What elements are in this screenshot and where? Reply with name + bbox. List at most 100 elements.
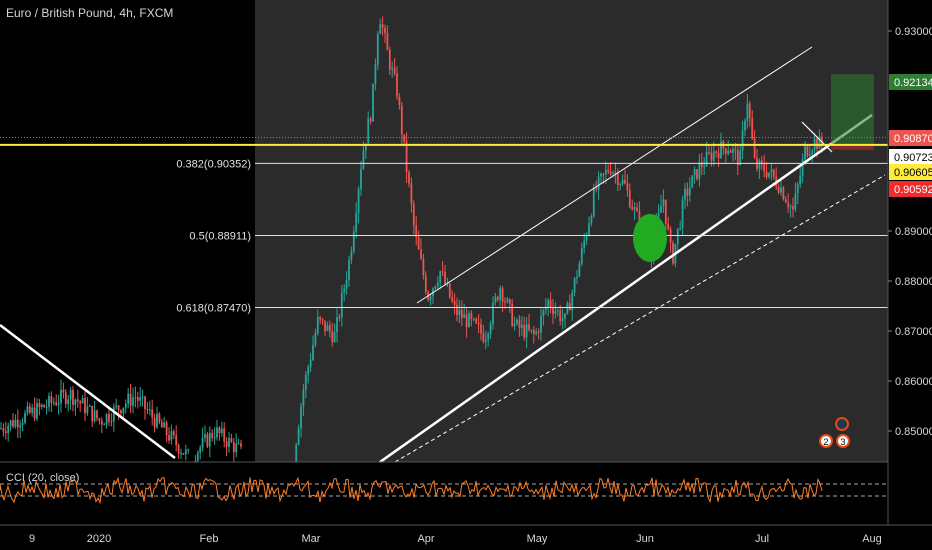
candle-body (484, 339, 487, 342)
candle-body (501, 288, 504, 302)
candle-body (98, 418, 101, 421)
candle-body (26, 406, 29, 413)
candle-body (600, 173, 602, 177)
candle-body (441, 271, 444, 273)
candle-body (590, 216, 593, 224)
candle-body (811, 150, 814, 155)
shaded-range (255, 0, 888, 462)
candle-body (398, 96, 401, 106)
candle-body (225, 441, 228, 447)
candle-body (696, 169, 698, 179)
candle-body (307, 367, 310, 375)
candle-body (453, 301, 456, 305)
x-tick-label: 2020 (87, 533, 111, 545)
candle-body (672, 242, 674, 264)
candle-body (223, 428, 226, 442)
candle-body (472, 318, 475, 320)
candle-body (758, 160, 761, 169)
candle-body (571, 292, 574, 311)
channel-top-line (416, 46, 813, 304)
candle-body (369, 118, 372, 122)
candle-body (316, 317, 319, 334)
candle-body (62, 389, 65, 393)
candle-body (388, 50, 391, 70)
candle-body (302, 389, 305, 407)
x-tick-label: Feb (200, 533, 219, 545)
candle-body (127, 393, 130, 404)
candle-body (684, 188, 686, 200)
candle-body (693, 169, 696, 176)
candle-body (633, 207, 636, 210)
candle-body (321, 318, 324, 321)
fib-label: 0.618(0.87470) (176, 303, 251, 315)
candle-body (468, 313, 470, 327)
candle-body (194, 460, 197, 462)
candle-body (444, 271, 446, 285)
candle-body (33, 407, 36, 419)
candle-body (232, 442, 235, 453)
candle-body (741, 130, 744, 151)
candle-body (230, 437, 233, 443)
candle-body (408, 172, 410, 184)
target-zone (831, 74, 874, 145)
candle-body (566, 303, 569, 314)
candle-body (412, 203, 415, 226)
uptrend-line (379, 113, 873, 464)
candle-body (165, 422, 168, 436)
price-label-bg (889, 164, 932, 180)
candle-body (597, 176, 600, 190)
candle-body (463, 314, 466, 319)
candle-body (429, 296, 432, 301)
candle-body (196, 452, 199, 461)
candle-body (43, 404, 46, 408)
candle-body (489, 323, 492, 335)
candle-body (552, 307, 554, 314)
candle-body (506, 299, 509, 302)
candle-body (96, 410, 98, 419)
candle-body (532, 329, 535, 335)
candle-body (595, 188, 598, 190)
candle-body (160, 422, 163, 428)
candle-body (732, 149, 734, 153)
candle-body (295, 444, 298, 462)
chart-title: Euro / British Pound, 4h, FXCM (6, 6, 174, 20)
candle-body (535, 331, 538, 335)
candle-body (792, 206, 794, 210)
candle-body (705, 152, 708, 166)
candle-body (48, 396, 50, 407)
candle-body (134, 397, 137, 399)
candle-body (362, 150, 365, 169)
candle-body (52, 402, 55, 404)
candle-body (40, 404, 43, 407)
candle-body (132, 397, 134, 406)
candle-body (36, 403, 38, 419)
y-tick-label: 0.85000 (895, 426, 932, 438)
candle-body (679, 227, 682, 229)
candle-body (60, 389, 62, 404)
candle-body (564, 313, 566, 319)
candle-body (350, 251, 353, 260)
candle-body (379, 24, 382, 34)
candle-body (770, 169, 773, 173)
candle-body (86, 406, 89, 414)
candle-body (715, 151, 718, 153)
candle-body (14, 419, 17, 427)
candle-body (348, 259, 350, 280)
candle-body (326, 325, 329, 331)
candle-body (228, 437, 230, 447)
x-tick-label: Mar (302, 533, 321, 545)
candle-body (664, 199, 667, 224)
candle-body (91, 405, 94, 422)
x-tick-label: Aug (862, 533, 882, 545)
candle-body (100, 420, 103, 425)
candle-body (163, 422, 166, 428)
candle-body (482, 332, 485, 342)
candle-body (624, 180, 626, 184)
candle-body (204, 434, 206, 438)
candle-body (415, 225, 418, 238)
candle-body (374, 64, 377, 84)
time-axis: 9 2020 Feb Mar Apr May Jun Jul Aug (0, 524, 932, 545)
candle-body (494, 296, 497, 303)
